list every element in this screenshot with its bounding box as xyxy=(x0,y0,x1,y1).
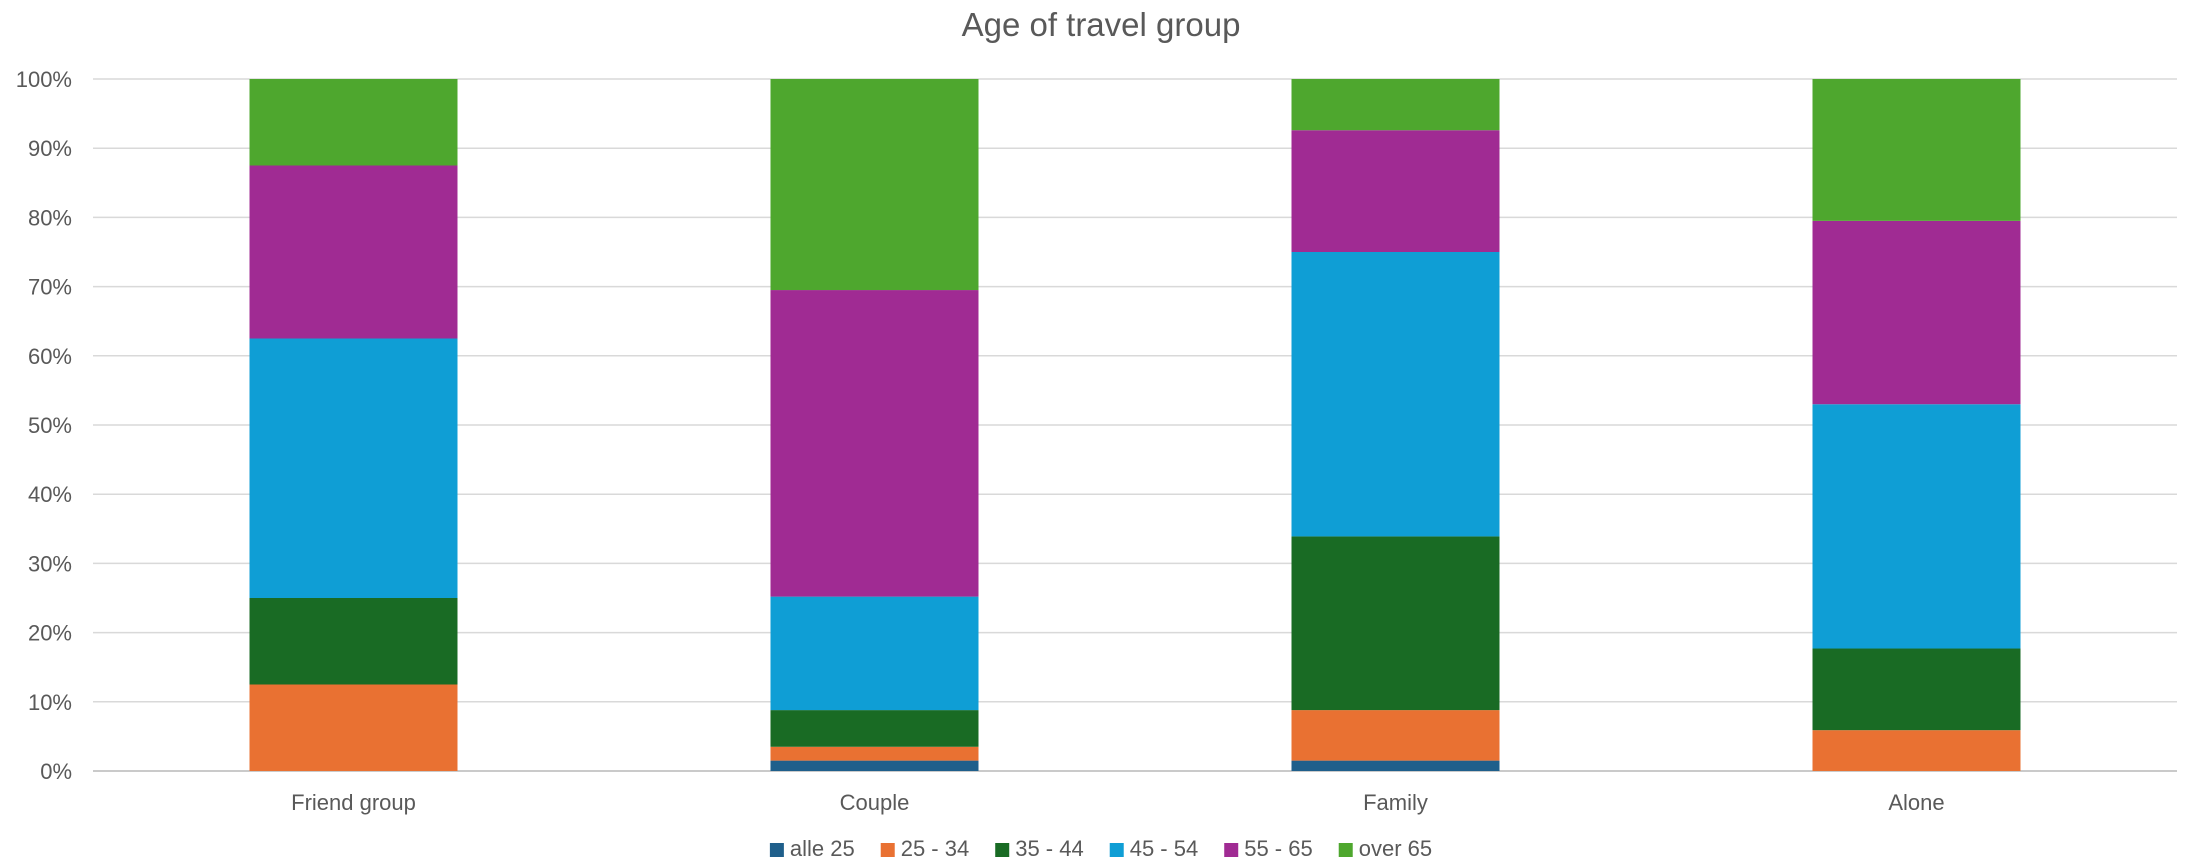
bar-segment xyxy=(770,596,979,711)
legend-label: 45 - 54 xyxy=(1130,836,1199,861)
legend-swatch xyxy=(1224,843,1239,857)
bar-segment xyxy=(1291,252,1500,537)
bar-segment xyxy=(1812,730,2021,771)
bar-segment xyxy=(1291,130,1500,252)
y-tick-label: 30% xyxy=(28,551,72,576)
bar-segment xyxy=(249,79,458,166)
x-category-label: Friend group xyxy=(291,790,416,815)
x-category-label: Family xyxy=(1363,790,1428,815)
bar-segment xyxy=(1812,79,2021,221)
legend-swatch xyxy=(1338,843,1353,857)
legend-label: 55 - 65 xyxy=(1244,836,1313,861)
bar-segment xyxy=(249,598,458,685)
bar-segment xyxy=(1291,710,1500,761)
y-tick-label: 80% xyxy=(28,205,72,230)
legend-swatch xyxy=(995,843,1010,857)
legend-swatch xyxy=(769,843,784,857)
y-tick-label: 40% xyxy=(28,482,72,507)
chart-title: Age of travel group xyxy=(962,6,1241,43)
bar-segment xyxy=(249,684,458,771)
bar-segment xyxy=(770,760,979,771)
bar-segment xyxy=(1291,79,1500,131)
y-tick-label: 90% xyxy=(28,136,72,161)
bar-segment xyxy=(1291,536,1500,711)
legend-label: over 65 xyxy=(1359,836,1432,861)
y-tick-label: 0% xyxy=(40,759,72,784)
x-category-label: Couple xyxy=(840,790,910,815)
legend-swatch xyxy=(880,843,895,857)
y-tick-label: 70% xyxy=(28,275,72,300)
y-tick-label: 20% xyxy=(28,621,72,646)
bar-segment xyxy=(1812,404,2021,649)
legend-label: 25 - 34 xyxy=(901,836,970,861)
bar-segment xyxy=(770,79,979,291)
y-tick-label: 50% xyxy=(28,413,72,438)
y-tick-label: 100% xyxy=(16,67,72,92)
bar-segment xyxy=(770,710,979,747)
bar-segment xyxy=(1812,220,2021,405)
bar-segment xyxy=(1291,760,1500,771)
bars xyxy=(249,79,2021,771)
bar-segment xyxy=(770,290,979,597)
legend-label: alle 25 xyxy=(790,836,855,861)
y-axis-ticks: 0% 10% 20% 30% 40% 50% 60% 70% 80% 90% 100% xyxy=(16,67,72,784)
bar-segment xyxy=(249,165,458,339)
legend: alle 25 25 - 34 35 - 44 45 - 54 55 - 65 over … xyxy=(769,836,1432,861)
bar-segment xyxy=(249,338,458,598)
y-tick-label: 10% xyxy=(28,690,72,715)
legend-label: 35 - 44 xyxy=(1015,836,1084,861)
bar-segment xyxy=(1812,648,2021,731)
legend-swatch xyxy=(1109,843,1124,857)
x-axis-categories: Friend group Couple Family Alone xyxy=(291,790,1945,815)
x-category-label: Alone xyxy=(1888,790,1944,815)
y-tick-label: 60% xyxy=(28,344,72,369)
bar-segment xyxy=(770,746,979,761)
